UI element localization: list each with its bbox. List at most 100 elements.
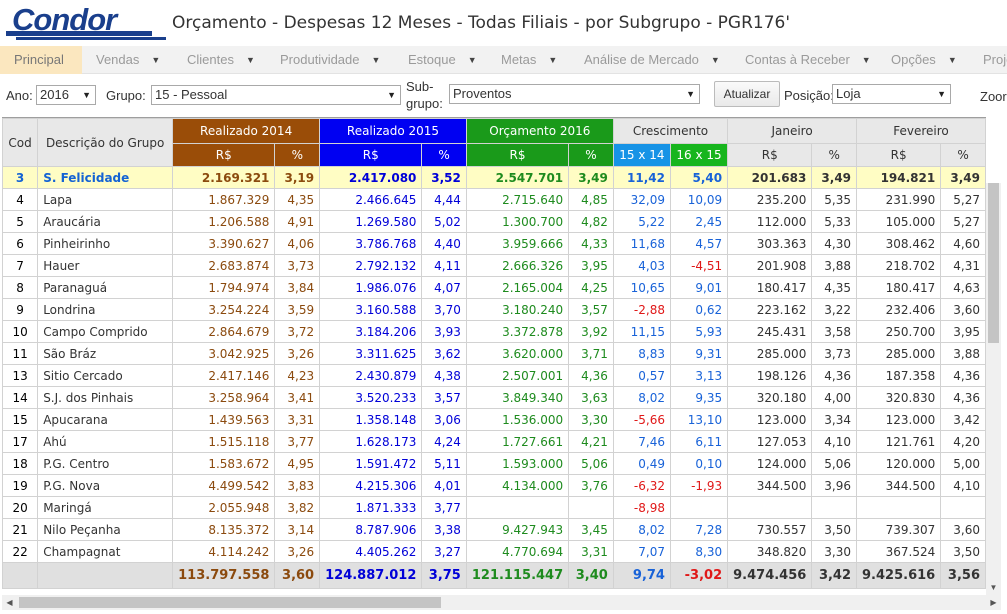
- table-row[interactable]: 8 Paranaguá 1.794.974 3,84 1.986.076 4,07 2.16…: [2, 276, 986, 299]
- table-row[interactable]: 19 P.G. Nova 4.499.542 3,83 4.215.306 4,01 4.1…: [2, 474, 986, 497]
- cell-r15: 2.792.132: [319, 254, 423, 277]
- col-header-r14-pct[interactable]: %: [274, 143, 321, 167]
- col-header-r15-pct[interactable]: %: [421, 143, 467, 167]
- table-row[interactable]: 11 São Bráz 3.042.925 3,26 3.311.625 3,62 3.62…: [2, 342, 986, 365]
- cell-c1615: 9,01: [669, 276, 729, 299]
- cell-o16: 9.427.943: [465, 518, 570, 541]
- table-row[interactable]: 15 Apucarana 1.439.563 3,31 1.358.148 3,06 1.5…: [2, 408, 986, 431]
- vertical-scroll-thumb[interactable]: [988, 183, 999, 343]
- cell-c1615: 9,31: [669, 342, 729, 365]
- cell-jan: [727, 496, 813, 519]
- table-row[interactable]: 10 Campo Comprido 2.864.679 3,72 3.184.206 3,…: [2, 320, 986, 343]
- subgrupo-select[interactable]: Proventos ▼: [449, 84, 700, 104]
- cell-fev: 739.307: [856, 518, 942, 541]
- table-row[interactable]: 6 Pinheirinho 3.390.627 4,06 3.786.768 4,40 3.…: [2, 232, 986, 255]
- cell-jan: 235.200: [727, 188, 813, 211]
- cell-c1615: 10,09: [669, 188, 729, 211]
- menu-metas[interactable]: Metas ▼: [487, 46, 557, 74]
- cell-r14: 2.864.679: [172, 320, 276, 343]
- col-header-descricao[interactable]: Descrição do Grupo: [37, 118, 174, 167]
- cell-cod: 15: [2, 408, 39, 431]
- cell-po16: 4,36: [568, 364, 614, 387]
- table-row[interactable]: 21 Nilo Peçanha 8.135.372 3,14 8.787.906 3,38…: [2, 518, 986, 541]
- col-header-r14-rs[interactable]: R$: [172, 143, 276, 167]
- cell-po16: 3,31: [568, 540, 614, 563]
- col-header-o16-rs[interactable]: R$: [465, 143, 570, 167]
- cell-fev: 187.358: [856, 364, 942, 387]
- cell-po16: 3,63: [568, 386, 614, 409]
- horizontal-scroll-thumb[interactable]: [19, 597, 441, 608]
- col-header-16x15[interactable]: 16 x 15: [669, 143, 729, 167]
- col-header-fev-pct[interactable]: %: [940, 143, 986, 167]
- scroll-left-arrow-icon[interactable]: ◀: [6, 598, 13, 607]
- cell-p15: 4,38: [421, 364, 467, 387]
- table-row[interactable]: 7 Hauer 2.683.874 3,73 2.792.132 4,11 2.666.32…: [2, 254, 986, 277]
- cell-r14: 8.135.372: [172, 518, 276, 541]
- scroll-right-arrow-icon[interactable]: ▶: [990, 598, 997, 607]
- table-row[interactable]: 14 S.J. dos Pinhais 3.258.964 3,41 3.520.233…: [2, 386, 986, 409]
- menu-opcoes[interactable]: Opções ▼: [877, 46, 957, 74]
- cell-c1615: -1,93: [669, 474, 729, 497]
- col-header-crescimento[interactable]: Crescimento: [612, 118, 729, 144]
- cell-o16: 4.770.694: [465, 540, 570, 563]
- col-header-r15-rs[interactable]: R$: [319, 143, 423, 167]
- col-header-realizado-2015[interactable]: Realizado 2015: [319, 118, 467, 144]
- menu-estoque[interactable]: Estoque ▼: [394, 46, 477, 74]
- cell-c1615: 7,28: [669, 518, 729, 541]
- chevron-down-icon: ▼: [245, 55, 255, 65]
- menu-contas-receber-label: Contas à Receber: [745, 52, 850, 67]
- col-header-cod[interactable]: Cod: [2, 118, 39, 167]
- cell-p15: 3,70: [421, 298, 467, 321]
- cell-cod: 4: [2, 188, 39, 211]
- table-row[interactable]: 3 S. Felicidade 2.169.321 3,19 2.417.080 3,52…: [2, 166, 986, 189]
- menu-vendas[interactable]: Vendas ▼: [82, 46, 160, 74]
- cell-p14: 3,26: [274, 540, 321, 563]
- table-row[interactable]: 20 Maringá 2.055.948 3,82 1.871.333 3,77 -8,98: [2, 496, 986, 519]
- grupo-select[interactable]: 15 - Pessoal ▼: [151, 85, 401, 105]
- grupo-label: Grupo:: [106, 88, 146, 103]
- horizontal-scrollbar[interactable]: ◀ ▶: [2, 595, 1001, 610]
- cell-p15: 3,77: [421, 496, 467, 519]
- table-row[interactable]: 18 P.G. Centro 1.583.672 4,95 1.591.472 5,11 1…: [2, 452, 986, 475]
- table-row[interactable]: 13 Sitio Cercado 2.417.146 4,23 2.430.879 4,3…: [2, 364, 986, 387]
- cell-po16: 3,45: [568, 518, 614, 541]
- col-header-jan-rs[interactable]: R$: [727, 143, 813, 167]
- col-header-fev-rs[interactable]: R$: [856, 143, 942, 167]
- cell-po16: 4,33: [568, 232, 614, 255]
- menu-analise-mercado[interactable]: Análise de Mercado ▼: [570, 46, 720, 74]
- menu-projetos[interactable]: Proje: [969, 46, 1007, 74]
- col-header-jan-pct[interactable]: %: [811, 143, 858, 167]
- table-row[interactable]: 22 Champagnat 4.114.242 3,26 4.405.262 3,27 4.…: [2, 540, 986, 563]
- table-row[interactable]: 17 Ahú 1.515.118 3,77 1.628.173 4,24 1.727.661…: [2, 430, 986, 453]
- menu-principal[interactable]: Principal: [0, 46, 82, 74]
- menu-clientes[interactable]: Clientes ▼: [173, 46, 255, 74]
- cell-c1615: 3,13: [669, 364, 729, 387]
- posicao-select[interactable]: Loja ▼: [832, 84, 951, 104]
- cell-cod: 22: [2, 540, 39, 563]
- scroll-down-arrow-icon[interactable]: ▼: [989, 583, 998, 592]
- cell-jan: 285.000: [727, 342, 813, 365]
- col-header-o16-pct[interactable]: %: [568, 143, 614, 167]
- atualizar-button[interactable]: Atualizar: [714, 81, 780, 107]
- cell-cod: 8: [2, 276, 39, 299]
- vertical-scrollbar[interactable]: ▼: [986, 183, 1001, 595]
- menu-produtividade[interactable]: Produtividade ▼: [266, 46, 380, 74]
- col-header-orcamento-2016[interactable]: Orçamento 2016: [465, 118, 614, 144]
- menu-contas-receber[interactable]: Contas à Receber ▼: [731, 46, 871, 74]
- cell-po16: 5,06: [568, 452, 614, 475]
- cell-po16: 4,82: [568, 210, 614, 233]
- cell-pfev: 4,20: [940, 430, 986, 453]
- table-row[interactable]: 5 Araucária 1.206.588 4,91 1.269.580 5,02 1.30…: [2, 210, 986, 233]
- table-row[interactable]: 4 Lapa 1.867.329 4,35 2.466.645 4,44 2.715.640…: [2, 188, 986, 211]
- cell-jan: 112.000: [727, 210, 813, 233]
- col-header-janeiro[interactable]: Janeiro: [727, 118, 858, 144]
- cell-r14: 3.254.224: [172, 298, 276, 321]
- ano-select[interactable]: 2016 ▼: [36, 85, 96, 105]
- cell-o16: 2.547.701: [465, 166, 570, 189]
- cell-fev: 105.000: [856, 210, 942, 233]
- col-header-fevereiro[interactable]: Fevereiro: [856, 118, 986, 144]
- col-header-realizado-2014[interactable]: Realizado 2014: [172, 118, 321, 144]
- col-header-15x14[interactable]: 15 x 14: [612, 143, 671, 167]
- cell-jan: 344.500: [727, 474, 813, 497]
- table-row[interactable]: 9 Londrina 3.254.224 3,59 3.160.588 3,70 3.180…: [2, 298, 986, 321]
